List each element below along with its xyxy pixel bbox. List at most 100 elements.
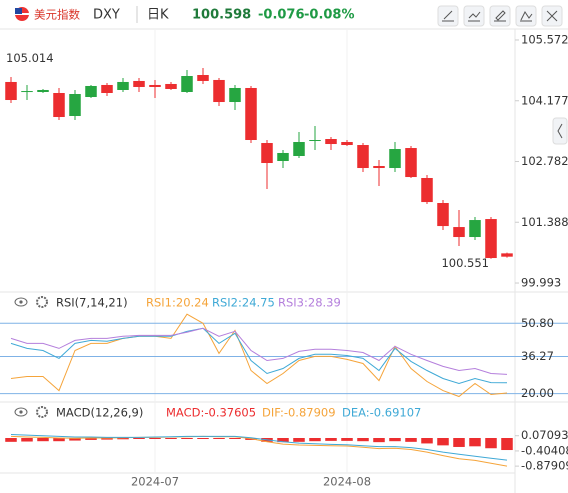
- macd-bar: [197, 438, 209, 439]
- candle-body: [5, 81, 17, 101]
- candle-body: [117, 81, 129, 90]
- macd-bar: [453, 438, 465, 447]
- candle-body: [389, 149, 401, 169]
- candle-body: [437, 203, 449, 227]
- macd-bar: [341, 438, 353, 441]
- macd-bar: [149, 438, 161, 439]
- candle-body: [325, 139, 337, 145]
- candle-body: [21, 91, 33, 93]
- macd-bar: [325, 438, 337, 441]
- macd-bar: [309, 438, 321, 442]
- candle-body: [37, 89, 49, 92]
- legend-entry: DIF:-0.87909: [262, 406, 336, 420]
- candle-body: [277, 152, 289, 162]
- macd-line: [10, 435, 508, 467]
- macd-bar: [389, 438, 401, 442]
- macd-bar: [69, 438, 81, 441]
- candle-body: [101, 84, 113, 93]
- macd-bar: [229, 438, 241, 439]
- legend-entry: MACD:-0.37605: [166, 406, 256, 420]
- candle-body: [213, 79, 225, 103]
- change-percent: -0.08%: [304, 8, 355, 23]
- toolbar: [437, 5, 563, 27]
- rsi-line: [10, 327, 508, 385]
- candle-body: [341, 142, 353, 146]
- y-tick-label: 101.388: [521, 215, 568, 229]
- macd-bar: [293, 438, 305, 442]
- macd-bar: [53, 438, 65, 442]
- rsi-header-icons: [14, 296, 48, 308]
- tool-button[interactable]: [489, 5, 511, 27]
- macd-bar: [101, 438, 113, 440]
- candle-body: [245, 87, 257, 141]
- x-tick-label: 2024-08: [323, 475, 371, 489]
- tool-button[interactable]: [463, 5, 485, 27]
- macd-bar: [357, 438, 369, 442]
- rsi-line: [10, 313, 508, 398]
- eye-icon[interactable]: [14, 297, 28, 307]
- macd-bar: [421, 438, 433, 444]
- tool-button[interactable]: [515, 5, 537, 27]
- x-tick-label: 2024-07: [131, 475, 179, 489]
- candle-body: [261, 143, 273, 164]
- eye-icon[interactable]: [14, 407, 28, 417]
- collapse-button[interactable]: [552, 117, 568, 145]
- flag-icon: [15, 7, 29, 21]
- candle-body: [293, 142, 305, 156]
- panel-title: MACD(12,26,9): [56, 406, 143, 420]
- macd-bar: [437, 438, 449, 446]
- y-tick-label: 36.27: [521, 349, 554, 363]
- y-tick-label: -0.87909: [521, 459, 568, 473]
- candle-body: [165, 83, 177, 89]
- gear-icon[interactable]: [36, 296, 48, 308]
- candle-body: [149, 84, 161, 87]
- price-annotation: 105.014: [6, 51, 54, 65]
- tool-icon: [520, 11, 533, 22]
- y-tick-label: 0.07093: [521, 428, 568, 442]
- y-tick-label: -0.40408: [521, 443, 568, 457]
- macd-bar: [405, 438, 417, 442]
- candle-body: [85, 85, 97, 98]
- tool-button[interactable]: [437, 5, 459, 27]
- close-icon: [546, 10, 558, 22]
- instrument-symbol: DXY: [93, 8, 120, 23]
- macd-bar: [165, 438, 177, 439]
- macd-bar: [277, 438, 289, 443]
- macd-bar: [213, 438, 225, 439]
- macd-header-icons: [14, 406, 48, 418]
- macd-bar: [85, 438, 97, 440]
- macd-bar: [373, 438, 385, 443]
- y-tick-label: 105.572: [521, 32, 568, 46]
- candle-body: [405, 148, 417, 178]
- candle-body: [181, 76, 193, 92]
- macd-bar: [37, 438, 49, 442]
- collapse-icon: [557, 123, 563, 139]
- y-tick-label: 104.177: [521, 93, 568, 107]
- candle-body: [69, 94, 81, 117]
- instrument-name: 美元指数: [34, 8, 80, 22]
- y-tick-label: 50.80: [521, 316, 554, 330]
- legend-entry: DEA:-0.69107: [342, 406, 421, 420]
- candle-body: [133, 80, 145, 87]
- candle-body: [453, 227, 465, 238]
- y-tick-label: 99.993: [521, 276, 561, 290]
- macd-bar: [133, 438, 145, 439]
- candle-body: [357, 145, 369, 169]
- tool-icon: [442, 10, 454, 22]
- candle-body: [373, 166, 385, 169]
- change: -0.076: [258, 8, 305, 23]
- candle-body: [197, 75, 209, 81]
- macd-bar: [5, 438, 17, 442]
- macd-bar: [501, 438, 513, 451]
- legend-entry: RSI1:20.24: [146, 296, 209, 310]
- candle-body: [469, 220, 481, 238]
- eye-pupil: [19, 300, 23, 304]
- period[interactable]: 日K: [147, 8, 169, 23]
- tool-icon: [494, 10, 506, 22]
- gear-icon[interactable]: [36, 406, 48, 418]
- y-tick-label: 20.00: [521, 386, 554, 400]
- rsi-line: [10, 327, 508, 375]
- panel-title: RSI(7,14,21): [56, 296, 128, 310]
- legend-entry: RSI3:28.39: [278, 296, 341, 310]
